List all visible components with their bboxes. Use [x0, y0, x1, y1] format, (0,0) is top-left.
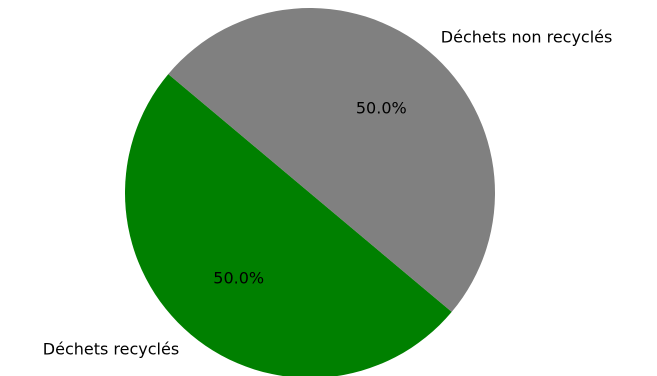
- pie-category-label-2: Déchets non recyclés: [441, 28, 613, 47]
- labels-layer: 50.0% Déchets recyclés 50.0% Déchets non re…: [43, 28, 613, 359]
- pie-slice-2: [168, 7, 496, 312]
- pie-category-label-1: Déchets recyclés: [43, 339, 179, 358]
- pie-percent-label-1: 50.0%: [213, 269, 264, 288]
- slices-layer: [125, 7, 496, 376]
- pie-percent-label-2: 50.0%: [356, 99, 407, 118]
- pie-slice-1: [125, 74, 452, 376]
